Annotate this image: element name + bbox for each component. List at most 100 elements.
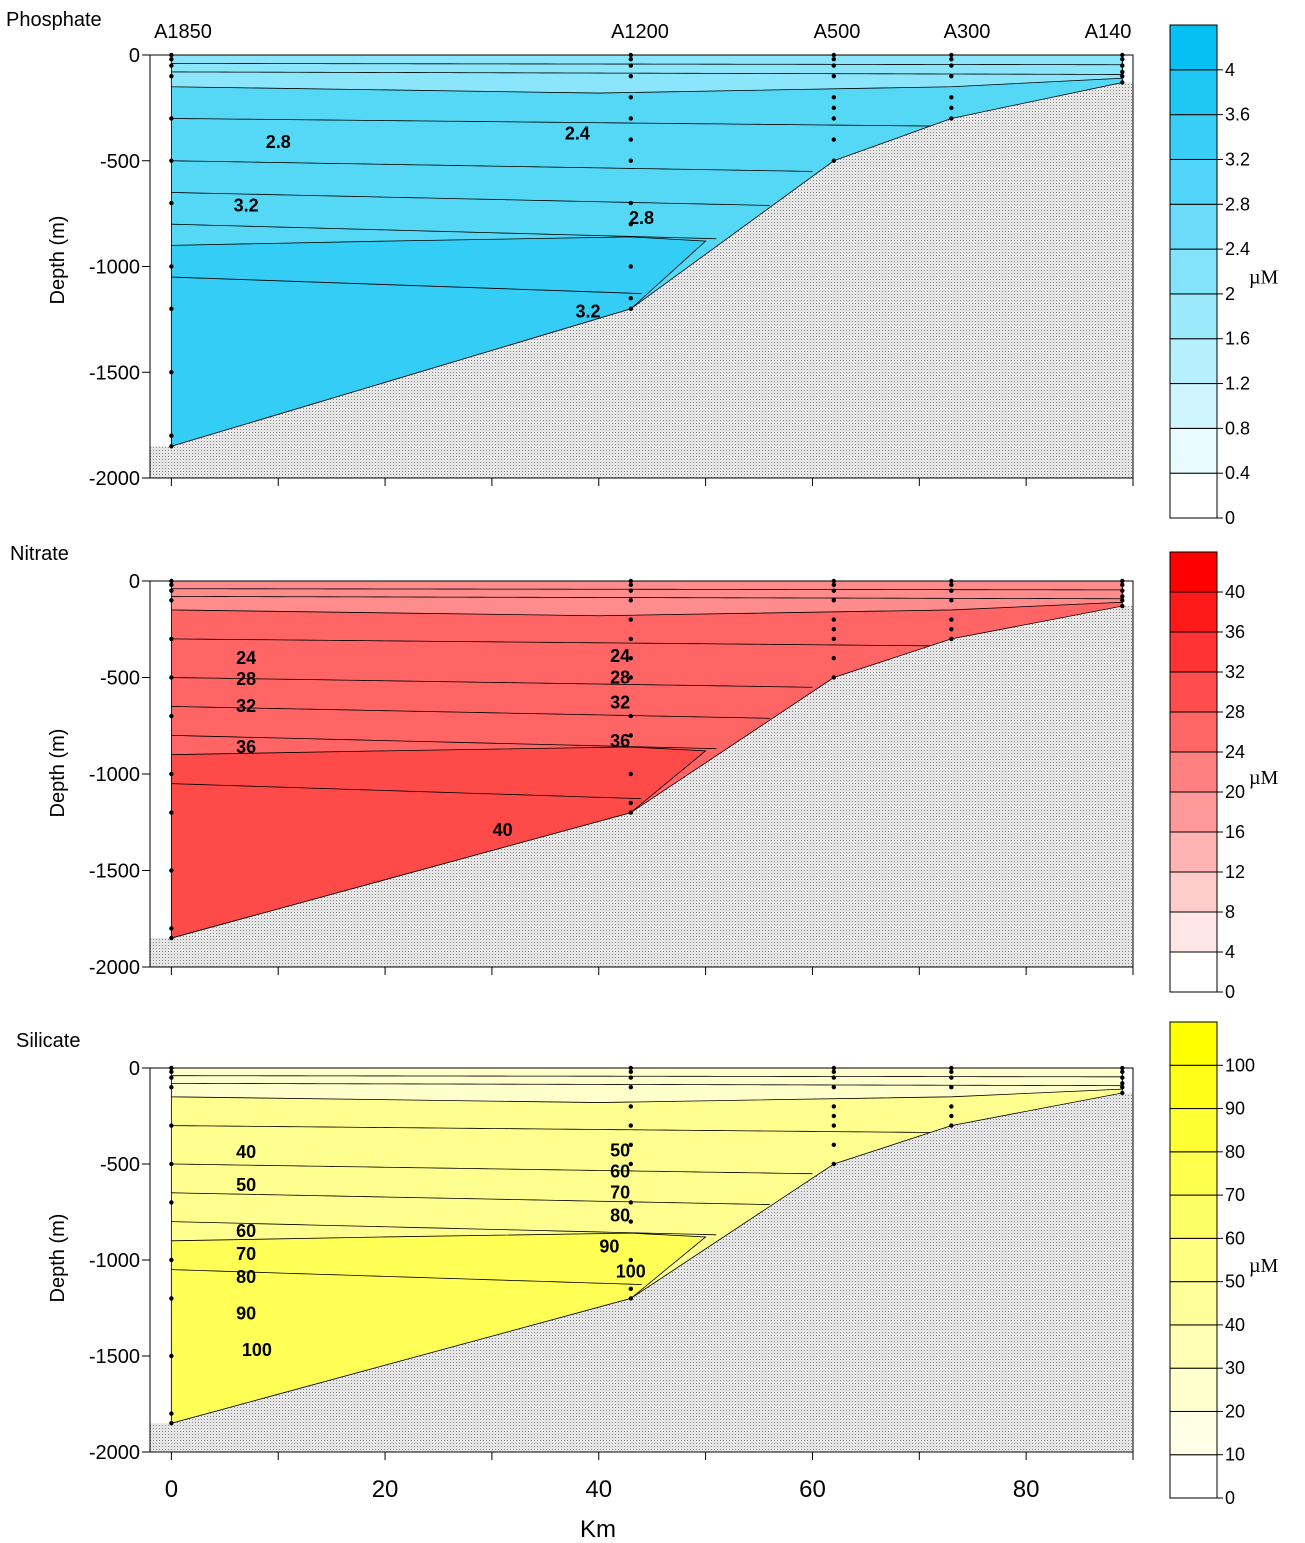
sample-point [169,636,174,642]
contour-line [171,588,1123,591]
colorbar-tick-label: 30 [1225,1358,1245,1378]
sample-point [169,1123,174,1128]
x-tick-label: 20 [372,1476,399,1503]
sample-point [949,636,954,642]
sample-point [628,1161,634,1167]
sample-point [169,1353,174,1359]
sample-point [949,105,954,111]
colorbar-tick-label: 4 [1225,60,1235,80]
y-tick-label: -1000 [89,1250,140,1272]
sample-point [628,588,634,593]
contour-line [171,783,642,800]
contour-label: 50 [610,1140,630,1160]
sample-point [628,582,634,588]
contour-line [171,1221,717,1236]
y-tick-label: -1000 [89,257,140,279]
colorbar-tick-label: 40 [1225,1315,1245,1335]
contour-line [171,677,813,688]
contour-label: 28 [236,669,256,689]
sample-point [628,1142,634,1148]
panel-title: Phosphate [6,9,102,31]
contour-label: 50 [236,1175,256,1195]
sample-point [169,57,174,62]
contour-label: 70 [236,1244,256,1264]
contour-label: 60 [236,1221,256,1241]
seafloor [150,82,1133,479]
sample-point [169,158,174,163]
sample-point [628,713,634,719]
sample-point [831,116,837,121]
panel-title: Nitrate [10,543,69,565]
sample-point [949,582,954,588]
contour-line [171,1192,770,1205]
colorbar-swatch [1169,1410,1218,1456]
colorbar-tick-label: 100 [1225,1055,1255,1075]
station-label-a140: A140 [1085,21,1132,43]
station-label-a500: A500 [814,21,861,43]
colorbar-swatch [1169,831,1218,873]
sample-point [628,116,634,121]
y-tick-label: 0 [129,571,140,593]
colorbar-tick-label: 1.2 [1225,374,1250,394]
sample-point [1120,57,1125,62]
contour-label: 90 [599,1236,619,1256]
sample-point [169,868,174,873]
sample-point [628,636,634,642]
sample-point [1120,73,1125,79]
colorbar-swatch [1169,1151,1218,1196]
colorbar-unit: µM [1249,1255,1279,1277]
sample-point [1120,594,1125,599]
sample-point [169,1296,174,1301]
contour-line [171,1082,1123,1087]
sample-point [169,598,174,603]
contour-label: 32 [610,692,630,712]
colorbar-tick-label: 36 [1225,622,1245,642]
sample-point [628,158,634,163]
seafloor [150,1092,1133,1452]
colorbar-swatch [1169,1237,1218,1283]
contour-label: 2.8 [266,132,291,152]
sample-point [831,63,837,68]
sample-point [169,675,174,680]
y-tick-label: -1500 [89,861,140,883]
colorbar-swatch [1169,1194,1218,1239]
colorbar-swatch [1169,591,1218,633]
colorbar-unit: µM [1249,767,1279,789]
sample-point [1120,588,1125,593]
sample-point [831,582,837,588]
colorbar-tick-label: 10 [1225,1445,1245,1465]
y-tick-label: -1000 [89,764,140,786]
y-tick-label: 0 [129,1058,140,1080]
colorbar-swatch [1169,158,1218,205]
sample-point [169,935,174,941]
colorbar-swatch [1169,1324,1218,1369]
colorbar-unit: µM [1249,267,1279,289]
contour-line [171,192,770,206]
sample-point [169,771,174,777]
sample-point [628,200,634,206]
colorbar-swatch [1169,871,1218,913]
sample-point [831,675,837,680]
colorbar-tick-label: 32 [1225,662,1245,682]
contour-line [171,1075,1123,1078]
sample-point [628,1085,634,1090]
section-plot: 40 505060607070808090901001000-500-1000-1… [89,1058,1134,1503]
sample-point [628,810,634,815]
y-tick-label: -500 [100,151,140,173]
sample-point [1120,80,1125,85]
contour-label: 36 [610,731,630,751]
contour-line [171,160,813,172]
contour-label: 3.2 [234,196,259,216]
x-tick-label: 0 [165,1476,178,1503]
contour-line [171,596,1123,600]
contour-label: 70 [610,1183,630,1203]
colorbar-tick-label: 2.4 [1225,239,1250,259]
colorbar-tick-label: 12 [1225,862,1245,882]
sample-point [628,675,634,680]
y-tick-label: -2000 [89,1442,140,1464]
contour-label: 3.2 [576,301,601,321]
station-label-a1200: A1200 [611,21,669,43]
sample-point [169,264,174,269]
